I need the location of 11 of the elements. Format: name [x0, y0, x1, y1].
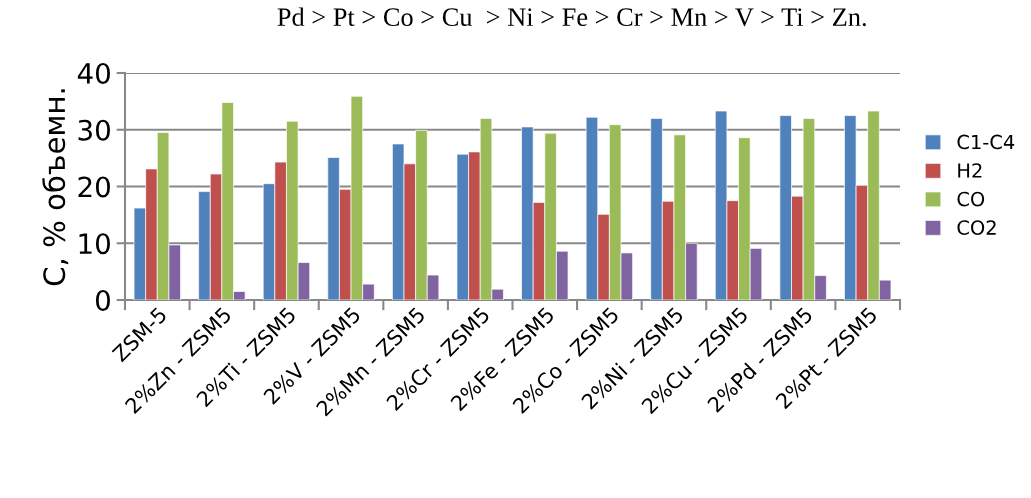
y-axis-title: С, % объемн. — [42, 89, 69, 286]
legend-label: CO2 — [957, 220, 996, 235]
y-tick-label: 0 — [95, 289, 110, 311]
y-tick-label: 10 — [79, 233, 110, 255]
legend-label: CO — [957, 191, 985, 207]
legend-label: C1-C4 — [957, 134, 1015, 150]
y-tick-label: 40 — [77, 62, 110, 84]
chart-title: Pd > Pt > Co > Cu > Ni > Fe > Cr > Mn > V > Ti > Zn. — [277, 7, 866, 27]
legend-label: H2 — [958, 163, 982, 178]
y-tick-label: 30 — [78, 119, 110, 141]
y-tick-label: 20 — [78, 176, 110, 198]
